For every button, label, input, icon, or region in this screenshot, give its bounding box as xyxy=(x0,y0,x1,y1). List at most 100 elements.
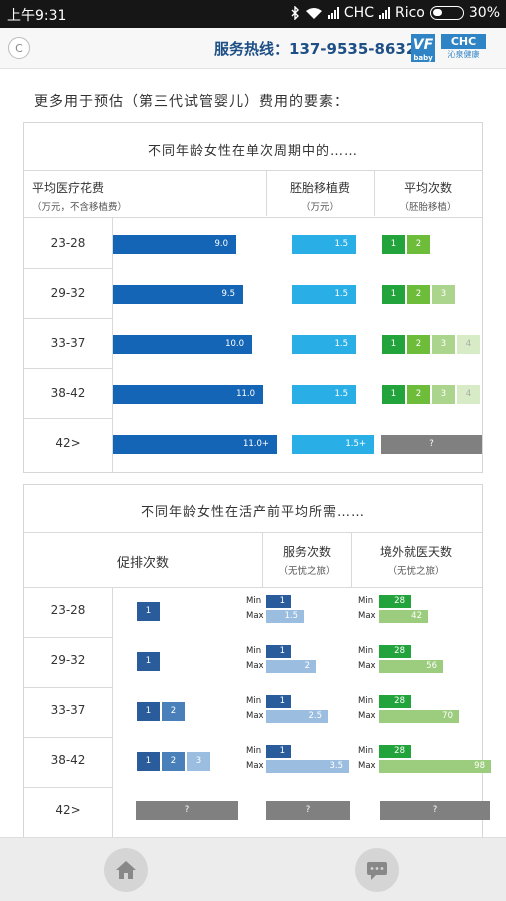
app-header: C 服务热线：137-9535-8632 VF baby CHC 沁泉健康 xyxy=(0,28,506,69)
battery-level: 30% xyxy=(468,5,500,21)
age-label: 38-42 xyxy=(50,753,86,767)
table1-title: 不同年龄女性在单次周期中的…… xyxy=(147,144,358,159)
min-label: Min xyxy=(358,596,374,606)
stim-count-2: 2 xyxy=(162,752,185,771)
table1-col1-header: 平均医疗花费 （万元，不含移植费） xyxy=(32,181,128,213)
age-label: 33-37 xyxy=(50,336,86,350)
count-4: 4 xyxy=(457,385,480,404)
count-unknown-bar: ? xyxy=(381,435,482,454)
min-label: Min xyxy=(246,746,262,756)
battery-icon xyxy=(429,6,464,20)
days-min-bar: 28 xyxy=(379,745,411,758)
transfer-fee-bar: 1.5+ xyxy=(292,435,374,454)
bluetooth-icon xyxy=(291,6,299,20)
age-label: 33-37 xyxy=(50,703,86,717)
carrier-2: Rico xyxy=(394,5,425,21)
days-min-bar: 28 xyxy=(379,595,411,608)
days-max-bar: 70 xyxy=(379,710,459,723)
count-3: 3 xyxy=(432,385,455,404)
hotline-text[interactable]: 服务热线：137-9535-8632 xyxy=(214,40,417,58)
medical-cost-bar: 9.0 xyxy=(113,235,236,254)
table1-col3-header: 平均次数 （胚胎移植） xyxy=(399,181,457,213)
max-label: Max xyxy=(246,611,264,621)
stim-count-1: 1 xyxy=(137,602,160,621)
service-min-bar: 1 xyxy=(266,745,291,758)
signal-icon xyxy=(327,7,339,19)
max-label: Max xyxy=(358,661,376,671)
stim-count-1: 1 xyxy=(137,752,160,771)
signal-icon-2 xyxy=(378,7,390,19)
min-label: Min xyxy=(358,696,374,706)
chat-button[interactable] xyxy=(355,848,399,892)
transfer-fee-bar: 1.5 xyxy=(292,385,356,404)
count-2: 2 xyxy=(407,335,430,354)
pre-birth-table: 不同年龄女性在活产前平均所需…… 促排次数 服务次数 （无忧之旅） 境外就医天数（… xyxy=(23,484,491,839)
days-min-bar: 28 xyxy=(379,695,411,708)
status-time: 上午9:31 xyxy=(7,8,67,24)
transfer-fee-bar: 1.5 xyxy=(292,335,356,354)
age-label: 29-32 xyxy=(50,653,86,667)
table1-col2-header: 胚胎移植费 （万元） xyxy=(289,181,350,213)
days-max-bar: 98 xyxy=(379,760,491,773)
chc-logo: CHC 沁泉健康 xyxy=(441,34,486,62)
days-unknown-bar: ? xyxy=(380,801,490,820)
min-label: Min xyxy=(246,646,262,656)
wifi-icon xyxy=(305,7,322,19)
age-label: 38-42 xyxy=(50,386,86,400)
page-heading: 更多用于预估（第三代试管婴儿）费用的要素： xyxy=(34,94,349,110)
transfer-fee-bar: 1.5 xyxy=(292,285,356,304)
transfer-fee-bar: 1.5 xyxy=(292,235,356,254)
service-unknown-bar: ? xyxy=(266,801,350,820)
max-label: Max xyxy=(358,611,376,621)
medical-cost-bar: 10.0 xyxy=(113,335,252,354)
count-2: 2 xyxy=(407,385,430,404)
days-min-bar: 28 xyxy=(379,645,411,658)
count-3: 3 xyxy=(432,285,455,304)
service-max-bar: 2 xyxy=(266,660,316,673)
count-1: 1 xyxy=(382,285,405,304)
stim-count-1: 1 xyxy=(137,652,160,671)
stim-count-1: 1 xyxy=(137,702,160,721)
ivf-baby-logo: VF baby xyxy=(411,34,435,62)
max-label: Max xyxy=(246,761,264,771)
count-3: 3 xyxy=(432,335,455,354)
max-label: Max xyxy=(358,711,376,721)
service-min-bar: 1 xyxy=(266,645,291,658)
count-1: 1 xyxy=(382,385,405,404)
service-max-bar: 1.5 xyxy=(266,610,304,623)
count-1: 1 xyxy=(382,235,405,254)
status-icons: CHC Rico 30% xyxy=(291,5,500,21)
min-label: Min xyxy=(358,646,374,656)
per-cycle-table: 不同年龄女性在单次周期中的…… 平均医疗花费 （万元，不含移植费） 胚胎移植费 （万… xyxy=(23,122,483,473)
service-max-bar: 2.5 xyxy=(266,710,328,723)
min-label: Min xyxy=(358,746,374,756)
stims-unknown-bar: ? xyxy=(136,801,238,820)
stim-count-2: 2 xyxy=(162,702,185,721)
back-button[interactable]: C xyxy=(8,37,30,59)
days-max-bar: 56 xyxy=(379,660,443,673)
bottom-nav xyxy=(0,837,506,901)
age-label: 29-32 xyxy=(50,286,86,300)
min-label: Min xyxy=(246,596,262,606)
medical-cost-bar: 11.0 xyxy=(113,385,263,404)
table2-col1-header: 促排次数 xyxy=(116,556,169,571)
home-button[interactable] xyxy=(104,848,148,892)
max-label: Max xyxy=(358,761,376,771)
count-1: 1 xyxy=(382,335,405,354)
age-label: 23-28 xyxy=(50,603,86,617)
chat-icon xyxy=(367,862,387,880)
age-label: 42> xyxy=(55,436,81,450)
table2-col3-header: 境外就医天数 （无忧之旅） xyxy=(379,545,452,577)
age-label: 23-28 xyxy=(50,236,86,250)
max-label: Max xyxy=(246,711,264,721)
stim-count-3: 3 xyxy=(187,752,210,771)
service-min-bar: 1 xyxy=(266,595,291,608)
age-label: 42> xyxy=(55,803,81,817)
min-label: Min xyxy=(246,696,262,706)
count-4: 4 xyxy=(457,335,480,354)
service-max-bar: 3.5 xyxy=(266,760,349,773)
status-bar: 上午9:31 CHC Rico 30% xyxy=(0,0,506,28)
table2-col2-header: 服务次数 （无忧之旅） xyxy=(278,545,336,577)
table2-title: 不同年龄女性在活产前平均所需…… xyxy=(140,505,365,520)
count-2: 2 xyxy=(407,285,430,304)
